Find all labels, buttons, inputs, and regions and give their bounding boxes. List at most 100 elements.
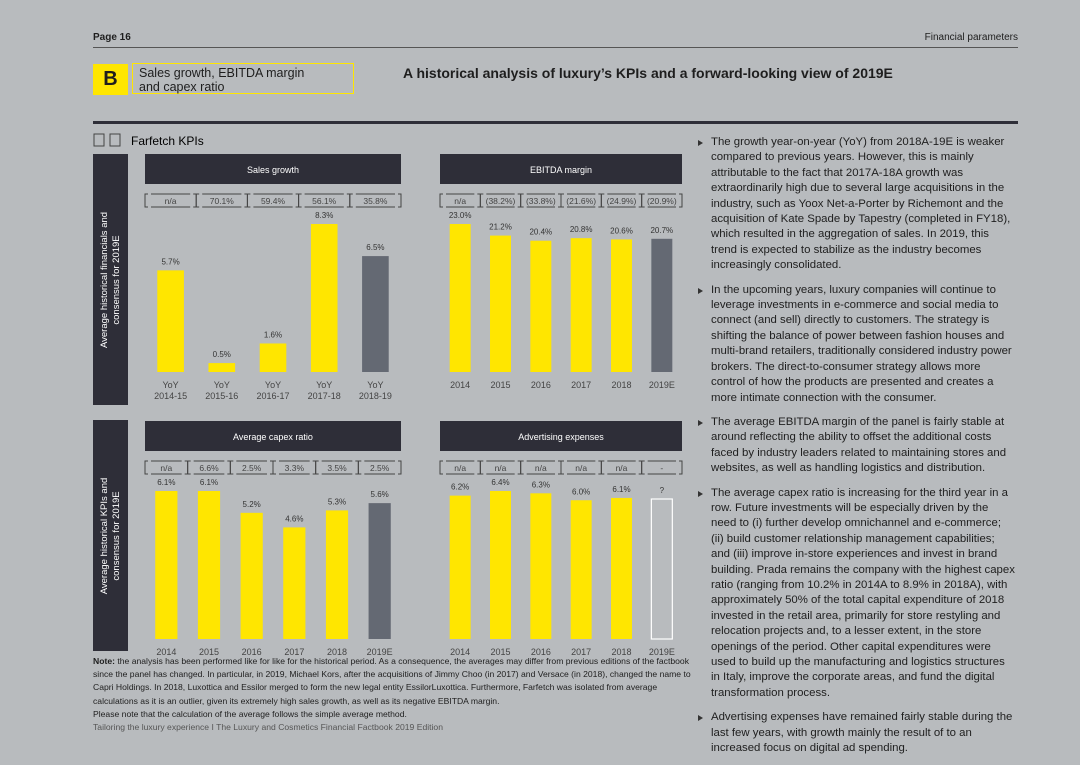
value-label: 6.5% — [366, 243, 384, 252]
bullet: The average EBITDA margin of the panel i… — [697, 415, 1015, 477]
footer: Tailoring the luxury experience I The Lu… — [93, 722, 443, 733]
bracket-label: (38.2%) — [486, 196, 516, 206]
bracket-label: - — [660, 463, 663, 473]
bar — [449, 495, 471, 639]
bar — [157, 270, 184, 372]
bracket-label: 2.5% — [370, 463, 390, 473]
value-label: 4.6% — [285, 514, 303, 523]
note-body: Note: the analysis has been performed li… — [93, 655, 693, 708]
bar — [362, 256, 389, 372]
section-name: Financial parameters — [924, 32, 1018, 43]
chart-title: Average capex ratio — [233, 432, 313, 442]
note-text: the analysis has been performed like for… — [93, 656, 691, 706]
bar — [283, 527, 306, 639]
heading: Farfetch KPIs — [131, 134, 204, 148]
heading-icon — [93, 133, 121, 147]
bar — [259, 343, 287, 372]
icon-box — [93, 133, 105, 147]
category-label: 2019E — [649, 647, 675, 655]
bar — [208, 363, 236, 372]
category-label: 2014 — [450, 380, 470, 390]
category-label: 2017-18 — [308, 391, 341, 401]
bracket-label: 6.6% — [199, 463, 219, 473]
category-label: 2014 — [450, 647, 470, 655]
bracket-label: n/a — [160, 463, 172, 473]
bracket-label: (21.6%) — [566, 196, 596, 206]
category-label: 2015-16 — [205, 391, 238, 401]
bracket-label: 3.5% — [327, 463, 347, 473]
bracket — [349, 193, 402, 208]
bullet: Advertising expenses have remained fairl… — [697, 710, 1015, 756]
value-label: 23.0% — [449, 211, 472, 220]
value-label: 5.6% — [371, 490, 389, 499]
bracket-label: n/a — [454, 196, 466, 206]
note-label: Note: — [93, 656, 115, 666]
value-label: 20.7% — [650, 226, 673, 235]
bracket — [641, 460, 683, 475]
value-label: ? — [660, 486, 665, 495]
value-label: 21.2% — [489, 223, 512, 232]
bracket-label: 59.4% — [261, 196, 286, 206]
box-title: Sales growth, EBITDA margin and capex ra… — [132, 63, 354, 94]
value-label: 6.3% — [532, 480, 550, 489]
thick-rule — [93, 121, 1018, 124]
note: Note: the analysis has been performed li… — [93, 655, 693, 734]
value-label: 0.5% — [213, 350, 231, 359]
bar — [325, 510, 349, 639]
bracket-label: n/a — [495, 463, 507, 473]
category-label: 2019E — [367, 647, 393, 655]
side-bar — [93, 420, 128, 651]
side-bar — [93, 154, 128, 405]
box-title-line: and capex ratio — [139, 80, 225, 94]
value-label: 20.8% — [570, 225, 593, 234]
bar — [611, 497, 632, 639]
bar — [570, 500, 592, 639]
category-label: 2015 — [490, 647, 510, 655]
category-label: 2018 — [611, 647, 631, 655]
chart-title-bar — [440, 154, 682, 184]
value-label: 6.1% — [612, 485, 630, 494]
chart-title-bar — [145, 421, 401, 451]
badge: B — [93, 64, 128, 95]
category-label: 2016 — [242, 647, 262, 655]
bullet: In the upcoming years, luxury companies … — [697, 283, 1015, 406]
category-label: YoY — [163, 380, 179, 390]
bar — [570, 238, 592, 372]
category-label: 2014-15 — [154, 391, 187, 401]
value-label: 8.3% — [315, 211, 333, 220]
category-label: 2016 — [531, 380, 551, 390]
category-label: 2018-19 — [359, 391, 392, 401]
bar — [530, 240, 552, 372]
value-label: 1.6% — [264, 330, 282, 339]
chart-title-bar — [145, 154, 401, 184]
rule — [93, 47, 1018, 48]
value-label: 6.0% — [572, 487, 590, 496]
bracket-label: 56.1% — [312, 196, 337, 206]
category-label: 2015 — [199, 647, 219, 655]
bar — [310, 224, 338, 372]
bracket-label: n/a — [165, 196, 177, 206]
bullet: The growth year-on-year (YoY) from 2018A… — [697, 135, 1015, 274]
value-label: 5.3% — [328, 497, 346, 506]
icon-box — [109, 133, 121, 147]
side-label: consensus for 2019E — [111, 235, 122, 324]
bracket-label: 3.3% — [285, 463, 305, 473]
page-title: A historical analysis of luxury’s KPIs a… — [403, 65, 893, 81]
category-label: YoY — [265, 380, 281, 390]
category-label: 2017 — [284, 647, 304, 655]
bracket-label: (20.9%) — [647, 196, 677, 206]
bar — [490, 491, 511, 639]
chart-title-bar — [440, 421, 682, 451]
bracket — [357, 460, 402, 475]
side-label: consensus for 2019E — [111, 491, 122, 580]
box-title-line: Sales growth, EBITDA margin — [139, 66, 305, 80]
value-label: 5.7% — [161, 257, 179, 266]
value-label: 6.4% — [491, 478, 509, 487]
category-label: 2016-17 — [256, 391, 289, 401]
bracket-label: 70.1% — [210, 196, 235, 206]
bracket-label: n/a — [575, 463, 587, 473]
category-label: 2018 — [611, 380, 631, 390]
category-label: YoY — [367, 380, 383, 390]
bar — [651, 238, 673, 372]
